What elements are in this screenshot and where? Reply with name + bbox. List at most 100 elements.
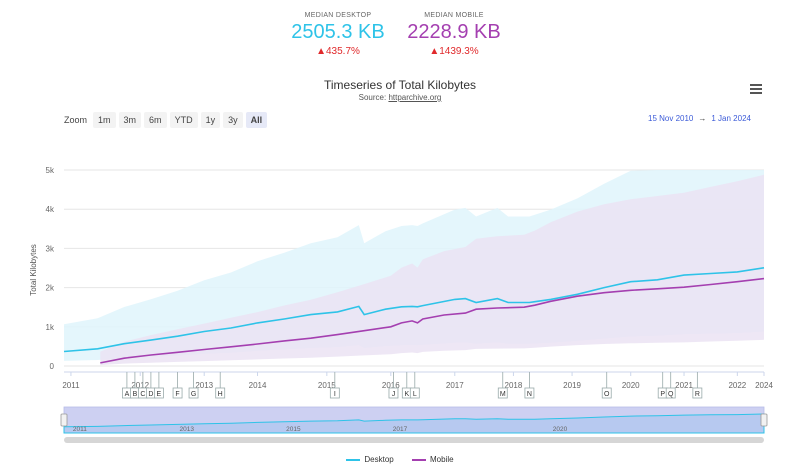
- x-tick-label: 2022: [728, 381, 746, 390]
- annotation-flag-label: J: [392, 391, 396, 398]
- median-mobile-label: MEDIAN MOBILE: [424, 12, 484, 19]
- x-tick-label: 2021: [675, 381, 693, 390]
- navigator-scrollbar[interactable]: [64, 437, 764, 443]
- x-tick-label: 2015: [318, 381, 336, 390]
- zoom-3y-button[interactable]: 3y: [223, 112, 243, 128]
- date-range: 15 Nov 2010 → 1 Jan 2024: [648, 114, 751, 123]
- navigator-tick-label: 2015: [286, 426, 301, 433]
- median-mobile-stat: MEDIAN MOBILE 2228.9 KB ▲1439.3%: [384, 12, 524, 57]
- series-lines: [63, 267, 765, 364]
- y-tick-label: 4k: [46, 205, 55, 214]
- navigator-left-handle[interactable]: [60, 413, 68, 427]
- series-line-mobile: [100, 277, 765, 364]
- median-desktop-value: 2505.3 KB: [291, 21, 385, 43]
- navigator-series: [63, 413, 765, 434]
- annotation-flag-label: H: [218, 391, 223, 398]
- annotation-flag-label: K: [404, 391, 409, 398]
- chart-title: Timeseries of Total Kilobytes: [323, 78, 477, 92]
- hamburger-menu-icon[interactable]: [750, 84, 762, 96]
- y-axis-label: Total Kilobytes: [29, 244, 38, 296]
- x-tick-label: 2018: [505, 381, 523, 390]
- annotation-flag-label: Q: [668, 391, 674, 398]
- annotation-flag-box: [497, 387, 508, 399]
- annotation-flag-label: M: [500, 391, 506, 398]
- x-tick-label: 2014: [249, 381, 267, 390]
- mobile-percentile-band: [100, 174, 765, 366]
- annotation-flag-box: [188, 387, 199, 399]
- chart-subtitle: Source: httparchive.org: [0, 93, 800, 102]
- zoom-1m-button[interactable]: 1m: [93, 112, 116, 128]
- subtitle-prefix: Source:: [358, 93, 389, 102]
- annotation-flag-label: C: [140, 391, 145, 398]
- legend-mobile-swatch: [412, 458, 426, 461]
- median-desktop-stat: MEDIAN DESKTOP 2505.3 KB ▲435.7%: [268, 12, 408, 57]
- y-axis: 0 1k 2k 3k 4k 5k: [46, 166, 55, 371]
- range-arrow: →: [698, 114, 707, 123]
- navigator-tick-label: 2020: [553, 426, 568, 433]
- navigator-tick-label: 2011: [73, 426, 87, 433]
- annotation-flag-label: I: [334, 391, 336, 398]
- zoom-bar: Zoom 1m 3m 6m YTD 1y 3y All: [64, 112, 270, 128]
- annotation-flag-box: [409, 387, 420, 399]
- range-to-input[interactable]: 1 Jan 2024: [711, 114, 751, 123]
- annotation-flag-box: [601, 387, 612, 399]
- annotation-flag-box: [172, 387, 183, 399]
- annotation-flag-label: G: [191, 391, 196, 398]
- annotation-flag-label: L: [413, 391, 417, 398]
- annotation-flag-label: F: [175, 391, 179, 398]
- navigator-right-handle[interactable]: [760, 413, 768, 427]
- percentile-bands: [64, 170, 765, 366]
- annotation-flag-label: O: [604, 391, 610, 398]
- annotation-flag-label: N: [527, 391, 532, 398]
- navigator-tick-label: 2017: [393, 426, 408, 433]
- range-from-input[interactable]: 15 Nov 2010: [648, 114, 694, 123]
- annotation-flag-box: [692, 387, 703, 399]
- navigator-tick-label: 2013: [180, 426, 195, 433]
- y-tick-label: 5k: [46, 166, 55, 175]
- annotation-flag-box: [524, 387, 535, 399]
- annotation-flag-box: [665, 387, 676, 399]
- legend-mobile[interactable]: Mobile: [412, 455, 454, 464]
- x-tick-label: 2020: [622, 381, 640, 390]
- zoom-all-button[interactable]: All: [245, 112, 268, 128]
- annotation-flag-box: [215, 387, 226, 399]
- zoom-3m-button[interactable]: 3m: [118, 112, 142, 128]
- source-link[interactable]: httparchive.org: [388, 93, 442, 102]
- annotation-flag-label: E: [157, 391, 162, 398]
- x-tick-label: 2024: [755, 381, 773, 390]
- median-mobile-value: 2228.9 KB: [407, 21, 501, 43]
- x-tick-label: 2016: [382, 381, 400, 390]
- series-line-desktop: [63, 267, 765, 353]
- x-tick-label: 2019: [563, 381, 581, 390]
- x-axis: 2011 2012 2013 2014 2015 2016 2017 2018 2019 2020…: [62, 371, 773, 390]
- median-desktop-change: ▲435.7%: [316, 46, 360, 57]
- legend-mobile-label: Mobile: [430, 455, 454, 464]
- annotation-flag-label: B: [133, 391, 138, 398]
- y-tick-label: 3k: [46, 244, 55, 253]
- zoom-1y-button[interactable]: 1y: [200, 112, 221, 128]
- x-tick-label: 2017: [446, 381, 464, 390]
- x-tick-label: 2013: [195, 381, 213, 390]
- legend-desktop-swatch: [346, 458, 361, 461]
- annotation-flag-label: R: [695, 391, 700, 398]
- annotation-flag-box: [153, 387, 164, 399]
- annotation-flag-box: [388, 387, 399, 399]
- median-desktop-label: MEDIAN DESKTOP: [304, 12, 372, 19]
- legend-desktop-label: Desktop: [364, 455, 394, 464]
- annotation-flag-label: A: [125, 391, 130, 398]
- annotation-flag-label: P: [660, 391, 665, 398]
- annotation-flag-box: [329, 387, 340, 399]
- legend: Desktop Mobile: [0, 455, 800, 464]
- zoom-label: Zoom: [64, 115, 88, 125]
- y-tick-label: 1k: [46, 323, 55, 332]
- legend-desktop[interactable]: Desktop: [346, 455, 394, 464]
- x-tick-label: 2011: [62, 381, 80, 390]
- annotation-flag-label: D: [148, 391, 153, 398]
- zoom-6m-button[interactable]: 6m: [144, 112, 167, 128]
- zoom-ytd-button[interactable]: YTD: [169, 112, 198, 128]
- x-tick-label: 2012: [131, 381, 149, 390]
- range-navigator[interactable]: 2011 2013 2015 2017 2020: [60, 406, 768, 443]
- median-mobile-change: ▲1439.3%: [429, 46, 479, 57]
